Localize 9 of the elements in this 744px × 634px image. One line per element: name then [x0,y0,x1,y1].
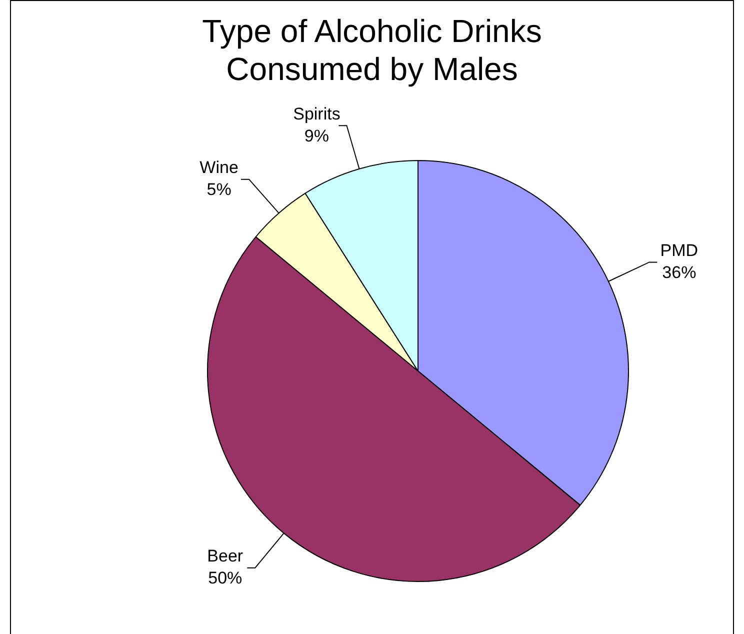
chart-title: Type of Alcoholic Drinks Consumed by Males [201,12,543,88]
slice-label: PMD [660,240,698,260]
data-label: 5% [206,180,232,200]
data-label: 9% [304,126,330,146]
data-label: 50% [208,568,242,588]
data-label: 36% [662,262,696,282]
slice-label: Wine [200,158,238,178]
slice-label: Beer [207,546,244,566]
slice-label: Spirits [293,104,340,124]
